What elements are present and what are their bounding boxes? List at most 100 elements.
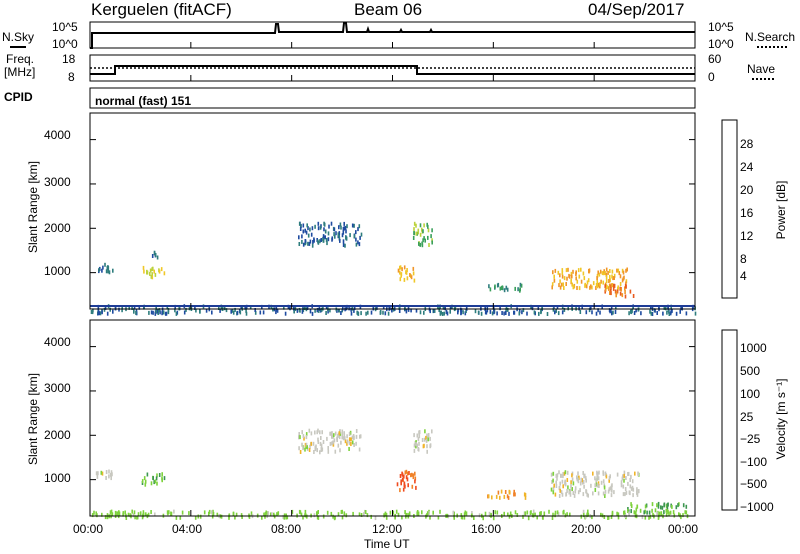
range-gate-cell	[582, 471, 584, 475]
range-gate-cell	[657, 515, 660, 520]
range-gate-cell	[340, 311, 342, 315]
range-gate-cell	[639, 508, 642, 513]
range-gate-cell	[439, 310, 442, 315]
range-gate-cell	[524, 493, 527, 497]
range-gate-cell	[309, 227, 311, 232]
range-gate-cell	[507, 495, 510, 500]
range-gate-cell	[125, 516, 128, 520]
range-gate-cell	[112, 268, 114, 273]
nave-label: Nave	[747, 62, 776, 76]
range-gate-cell	[185, 307, 187, 312]
range-gate-cell	[597, 491, 600, 496]
range-gate-cell	[219, 308, 221, 313]
range-gate-cell	[644, 504, 647, 509]
range-gate-cell	[95, 511, 97, 516]
range-gate-cell	[163, 476, 166, 481]
range-gate-cell	[437, 515, 440, 520]
range-gate-cell	[343, 431, 345, 436]
range-gate-cell	[175, 515, 178, 520]
range-gate-cell	[578, 286, 581, 291]
range-gate-cell	[301, 309, 304, 314]
range-gate-cell	[569, 492, 572, 497]
range-gate-cell	[267, 511, 269, 516]
power-cbar-tick: 4	[740, 269, 747, 283]
range-gate-cell	[262, 310, 265, 315]
range-gate-cell	[322, 234, 325, 239]
range-gate-cell	[505, 285, 508, 290]
range-gate-cell	[560, 282, 563, 287]
range-gate-cell	[199, 309, 201, 314]
range-gate-cell	[507, 512, 509, 517]
range-gate-cell	[415, 442, 417, 447]
axis-tick-marks	[89, 42, 696, 516]
range-gate-cell	[324, 235, 326, 240]
range-gate-cell	[570, 271, 573, 276]
range-gate-cell	[622, 474, 624, 479]
range-gate-cell	[353, 223, 355, 228]
range-gate-cell	[573, 493, 576, 498]
range-gate-cell	[321, 447, 324, 452]
range-gate-cell	[574, 489, 577, 494]
range-gate-cell	[592, 281, 595, 286]
nsearch-bottom-tick: 10^0	[708, 37, 734, 51]
range-gate-cell	[682, 513, 684, 518]
range-gate-cell	[562, 474, 564, 479]
range-gate-cell	[622, 270, 625, 275]
range-gate-cell	[416, 443, 418, 448]
range-gate-cell	[326, 241, 328, 246]
range-gate-cell	[304, 513, 306, 518]
range-gate-cell	[360, 513, 363, 517]
range-gate-cell	[446, 311, 449, 316]
range-gate-cell	[604, 287, 607, 292]
range-gate-cell	[486, 305, 489, 310]
range-gate-cell	[426, 435, 428, 440]
range-gate-cell	[558, 470, 560, 475]
range-gate-cell	[118, 511, 121, 516]
range-gate-cell	[430, 234, 432, 239]
range-gate-cell	[338, 225, 340, 230]
range-gate-cell	[320, 308, 323, 312]
range-gate-cell	[503, 311, 505, 316]
range-gate-cell	[412, 236, 415, 240]
range-gate-cell	[625, 279, 628, 284]
range-gate-cell	[557, 512, 560, 517]
range-gate-cell	[316, 308, 319, 313]
range-gate-cell	[153, 269, 155, 274]
range-gate-cell	[429, 309, 431, 314]
range-gate-cell	[225, 308, 228, 313]
range-gate-cell	[173, 509, 175, 514]
range-gate-cell	[306, 223, 308, 228]
range-gate-cell	[605, 474, 608, 479]
range-gate-cell	[425, 435, 427, 440]
range-gate-cell	[317, 440, 320, 444]
range-gate-cell	[427, 433, 430, 437]
range-gate-cell	[600, 480, 603, 485]
range-gate-cell	[561, 479, 564, 484]
range-gate-cell	[679, 513, 681, 518]
range-gate-cell	[605, 275, 608, 280]
range-gate-cell	[341, 515, 344, 520]
range-gate-cell	[557, 270, 560, 275]
freq-label-line2: [MHz]	[4, 65, 36, 79]
range-gate-cell	[427, 228, 430, 233]
range-gate-cell	[376, 305, 378, 310]
range-gate-cell	[151, 254, 154, 258]
range-gate-cell	[146, 270, 148, 275]
range-gate-cell	[194, 515, 197, 520]
range-gate-cell	[494, 510, 496, 515]
range-gate-cell	[543, 511, 546, 516]
power-cbar-tick: 28	[740, 137, 754, 151]
range-gate-cell	[602, 491, 605, 496]
range-gate-cell	[304, 241, 307, 246]
range-gate-cell	[561, 271, 564, 275]
range-gate-cell	[616, 268, 618, 273]
range-gate-cell	[360, 311, 362, 316]
range-gate-cell	[150, 510, 152, 514]
range-gate-cell	[605, 272, 608, 277]
range-gate-cell	[561, 492, 564, 497]
range-gate-cell	[608, 478, 610, 483]
range-gate-cell	[328, 224, 330, 229]
range-gate-cell	[609, 474, 611, 479]
range-gate-cell	[332, 442, 335, 447]
range-gate-cell	[418, 441, 420, 446]
